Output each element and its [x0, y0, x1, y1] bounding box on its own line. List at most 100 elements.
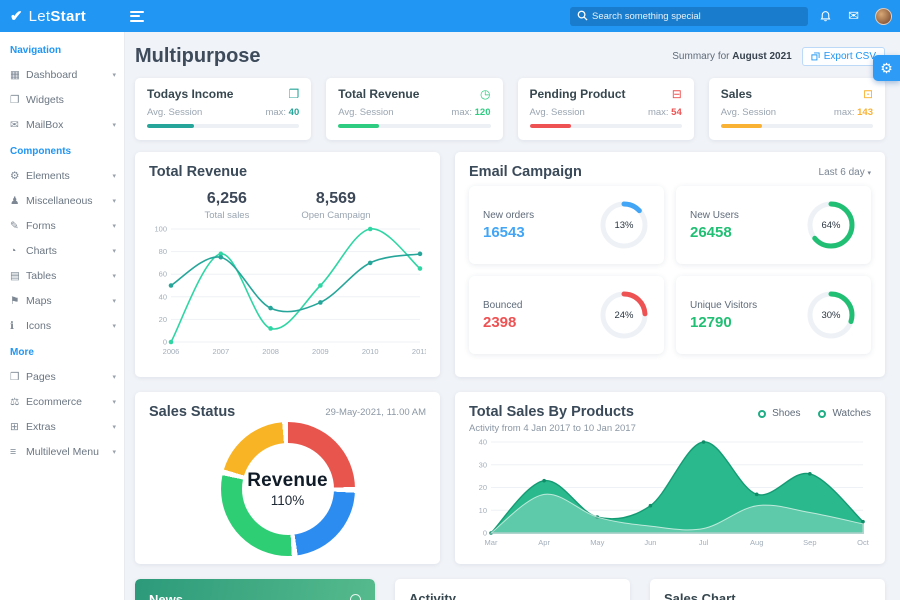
- sidebar-item-label: MailBox: [26, 118, 64, 131]
- email-stat-percent: 24%: [614, 309, 634, 321]
- chevron-down-icon: ▾: [112, 121, 116, 129]
- chevron-down-icon: ▾: [112, 247, 116, 255]
- forms-icon: ✎: [10, 219, 19, 232]
- chevron-down-icon: ▾: [112, 172, 116, 180]
- sidebar-item-multilevel-menu[interactable]: ≡ Multilevel Menu ▾: [0, 439, 124, 464]
- max-value: max: 54: [647, 107, 682, 118]
- messages-mail-icon[interactable]: ✉: [848, 8, 859, 23]
- email-stat-percent: 13%: [614, 219, 634, 231]
- products-area-chart: 0 10 20 30 40 Mar Apr May Jun Jul Aug Sep Oct: [479, 438, 870, 548]
- svg-text:0: 0: [483, 529, 487, 538]
- email-stat-unique-visitors: Unique Visitors 12790 30%: [676, 276, 871, 354]
- svg-text:2008: 2008: [262, 347, 279, 356]
- stat-card-total-revenue: Total Revenue ◷ Avg. Session max: 120: [326, 78, 503, 140]
- layers-icon: ≡: [10, 445, 17, 458]
- time-filter-dropdown[interactable]: Last 6 day ▾: [818, 166, 871, 178]
- sidebar-item-icons[interactable]: ℹ Icons ▾: [0, 313, 124, 338]
- svg-text:2011: 2011: [412, 347, 426, 356]
- chevron-down-icon: ▾: [112, 197, 116, 205]
- legend-shoes[interactable]: Shoes: [758, 408, 800, 419]
- sidebar-item-maps[interactable]: ⚑ Maps ▾: [0, 288, 124, 313]
- svg-text:30: 30: [479, 460, 487, 469]
- sidebar-item-pages[interactable]: ❒ Pages ▾: [0, 364, 124, 389]
- svg-text:Aug: Aug: [750, 538, 763, 547]
- session-label: Avg. Session: [338, 107, 394, 118]
- session-label: Avg. Session: [720, 107, 777, 118]
- sidebar-item-mailbox[interactable]: ✉ MailBox ▾: [0, 112, 124, 137]
- legend-dot-icon: [758, 409, 767, 418]
- stat-card-title: Pending Product: [529, 87, 626, 101]
- sidebar-item-miscellaneous[interactable]: ♟ Miscellaneous ▾: [0, 188, 124, 213]
- email-campaign-card: Email Campaign Last 6 day ▾ New orders 16…: [455, 152, 885, 377]
- email-stat-percent: 30%: [821, 309, 841, 321]
- svg-text:2006: 2006: [163, 347, 180, 356]
- folder-icon: ⊟: [671, 87, 682, 101]
- svg-text:Oct: Oct: [857, 538, 870, 547]
- session-label: Avg. Session: [147, 107, 203, 118]
- chevron-down-icon: ▾: [112, 398, 116, 406]
- notifications-bell-icon[interactable]: [819, 10, 832, 23]
- pages-icon: ❒: [10, 370, 20, 383]
- chevron-down-icon: ▾: [112, 423, 116, 431]
- svg-text:40: 40: [159, 292, 167, 301]
- sidebar-item-label: Multilevel Menu: [26, 445, 99, 458]
- sidebar-item-forms[interactable]: ✎ Forms ▾: [0, 213, 124, 238]
- donut-percent: 110%: [270, 493, 305, 508]
- app-logo[interactable]: ✔ LetStart: [0, 7, 118, 26]
- topbar: ✔ LetStart ✉: [0, 0, 900, 32]
- svg-text:May: May: [590, 538, 604, 547]
- stat-card-sales: Sales ⊡ Avg. Session max: 143: [708, 78, 885, 140]
- sidebar-item-elements[interactable]: ⚙ Elements ▾: [0, 163, 124, 188]
- email-stat-value: 2398: [483, 313, 517, 331]
- refresh-icon[interactable]: [350, 593, 361, 600]
- email-stat-new-users: New Users 26458 64%: [676, 186, 871, 264]
- sidebar-item-extras[interactable]: ⊞ Extras ▾: [0, 414, 124, 439]
- main-content: Multipurpose Summary for August 2021 Exp…: [125, 32, 900, 600]
- info-icon: ℹ: [10, 319, 14, 332]
- user-avatar[interactable]: [875, 7, 892, 25]
- email-stat-progress-ring: 24%: [598, 289, 650, 341]
- settings-gear-button[interactable]: ⚙: [873, 55, 900, 81]
- sidebar-item-widgets[interactable]: ❐ Widgets: [0, 87, 124, 112]
- chevron-down-icon: ▾: [112, 322, 116, 330]
- activity-card: Activity: [395, 579, 630, 600]
- monitor-icon: ⊡: [862, 87, 873, 101]
- news-title: News: [149, 591, 183, 600]
- sidebar-item-dashboard[interactable]: ▦ Dashboard ▾: [0, 62, 124, 87]
- email-stat-label: New orders: [483, 209, 535, 221]
- sidebar-item-label: Miscellaneous: [26, 194, 93, 207]
- news-card: News: [135, 579, 375, 600]
- email-stat-progress-ring: 13%: [598, 199, 650, 251]
- search-input[interactable]: [570, 7, 808, 26]
- sidebar-section-components: Components: [10, 146, 72, 157]
- email-stat-label: Unique Visitors: [690, 299, 758, 311]
- stat-card-pending-product: Pending Product ⊟ Avg. Session max: 54: [517, 78, 694, 140]
- sales-status-card: Sales Status 29-May-2021, 11.00 AM Reven…: [135, 392, 440, 564]
- topbar-search: [570, 6, 808, 26]
- sidebar-item-label: Tables: [26, 269, 57, 282]
- svg-text:80: 80: [159, 247, 167, 256]
- user-icon: ♟: [10, 194, 20, 207]
- svg-text:2010: 2010: [362, 347, 379, 356]
- page-title: Multipurpose: [135, 44, 261, 67]
- plus-square-icon: ⊞: [10, 420, 19, 433]
- sidebar-item-charts[interactable]: ◔ Charts ▾: [0, 238, 124, 263]
- app-logo-text: LetStart: [28, 7, 87, 25]
- session-label: Avg. Session: [529, 107, 585, 118]
- chevron-down-icon: ▾: [112, 71, 116, 79]
- sidebar-item-label: Pages: [26, 370, 56, 383]
- sidebar-item-label: Widgets: [26, 93, 64, 106]
- revenue-line-chart: 0 20 40 60 80 100 2006 2007 2008 2009 2010 2011: [154, 225, 428, 357]
- sidebar-toggle-icon[interactable]: [130, 10, 146, 22]
- email-stat-progress-ring: 30%: [805, 289, 857, 341]
- sidebar-item-label: Elements: [26, 169, 70, 182]
- email-stat-label: New Users: [690, 209, 739, 221]
- legend-watches[interactable]: Watches: [818, 408, 871, 419]
- total-revenue-title: Total Revenue: [149, 164, 248, 180]
- chevron-down-icon: ▾: [112, 222, 116, 230]
- total-sales-stat: 6,256 Total sales: [204, 190, 250, 221]
- sidebar-item-ecommerce[interactable]: ⚖ Ecommerce ▾: [0, 389, 124, 414]
- max-value: max: 143: [833, 107, 873, 118]
- chevron-down-icon: ▾: [112, 297, 116, 305]
- sidebar-item-tables[interactable]: ▤ Tables ▾: [0, 263, 124, 288]
